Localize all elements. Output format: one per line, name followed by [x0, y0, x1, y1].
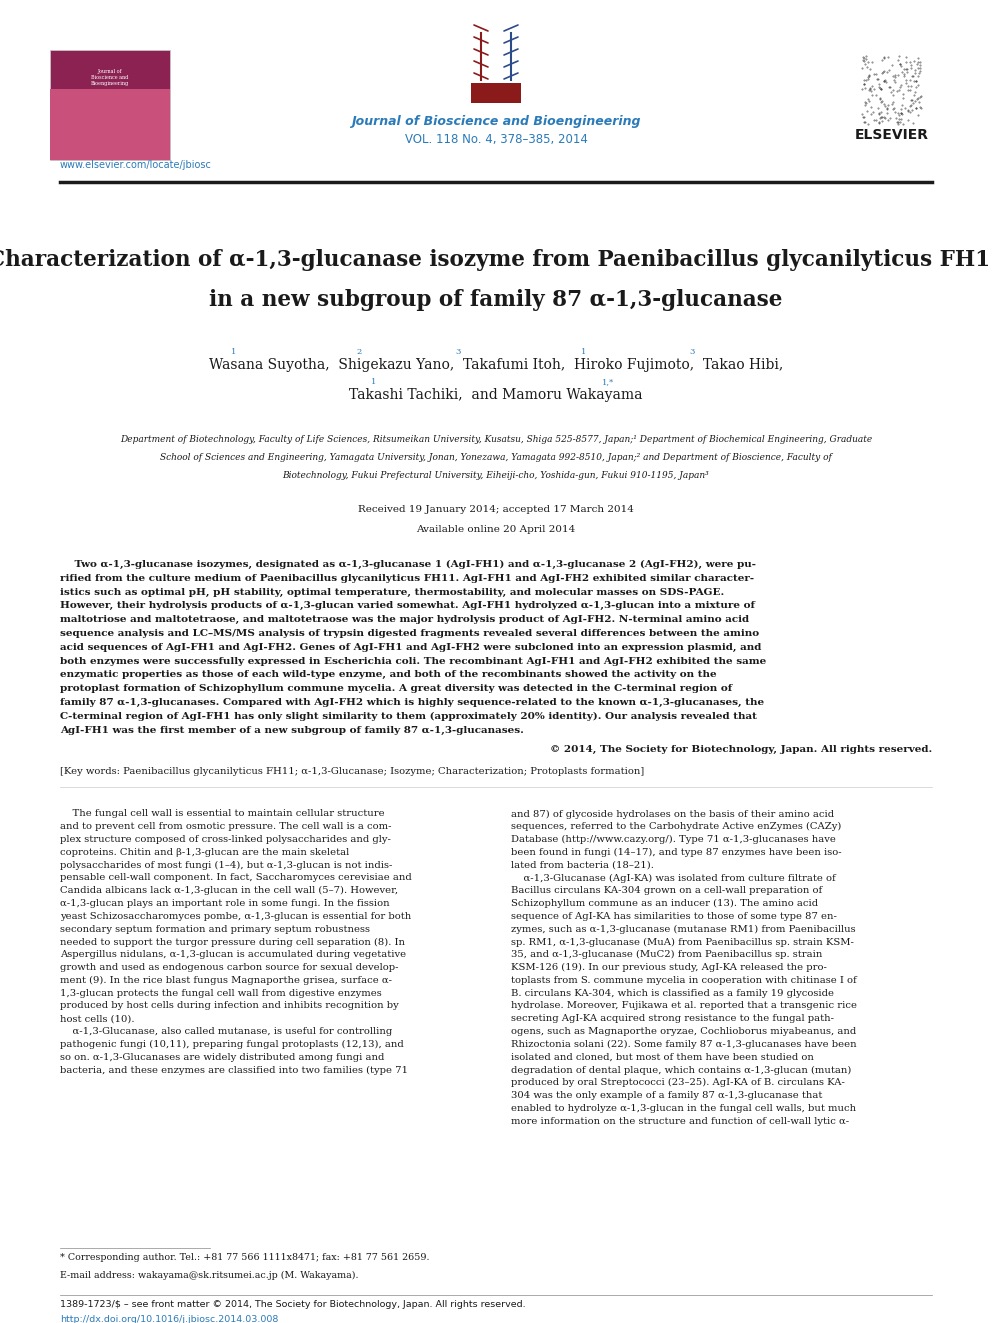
Text: B. circulans KA-304, which is classified as a family 19 glycoside: B. circulans KA-304, which is classified…: [511, 988, 834, 998]
Text: acid sequences of AgI-FH1 and AgI-FH2. Genes of AgI-FH1 and AgI-FH2 were subclon: acid sequences of AgI-FH1 and AgI-FH2. G…: [60, 643, 762, 652]
Text: © 2014, The Society for Biotechnology, Japan. All rights reserved.: © 2014, The Society for Biotechnology, J…: [550, 745, 932, 754]
Text: Journal of Bioscience and Bioengineering: Journal of Bioscience and Bioengineering: [351, 115, 641, 128]
Text: produced by host cells during infection and inhibits recognition by: produced by host cells during infection …: [60, 1002, 399, 1011]
Text: 1: 1: [581, 348, 586, 356]
Text: rified from the culture medium of Paenibacillus glycanilyticus FH11. AgI-FH1 and: rified from the culture medium of Paenib…: [60, 574, 754, 583]
Text: ELSEVIER: ELSEVIER: [855, 128, 929, 142]
Text: secreting AgI-KA acquired strong resistance to the fungal path-: secreting AgI-KA acquired strong resista…: [511, 1015, 834, 1023]
Text: 3: 3: [455, 348, 460, 356]
Text: host cells (10).: host cells (10).: [60, 1015, 135, 1023]
Text: AgI-FH1 was the first member of a new subgroup of family 87 α-1,3-glucanases.: AgI-FH1 was the first member of a new su…: [60, 725, 524, 734]
Text: * Corresponding author. Tel.: +81 77 566 1111x8471; fax: +81 77 561 2659.: * Corresponding author. Tel.: +81 77 566…: [60, 1253, 430, 1262]
Text: more information on the structure and function of cell-wall lytic α-: more information on the structure and fu…: [511, 1117, 849, 1126]
Text: [Key words: Paenibacillus glycanilyticus FH11; α-1,3-Glucanase; Isozyme; Charact: [Key words: Paenibacillus glycanilyticus…: [60, 767, 644, 777]
Text: ment (9). In the rice blast fungus Magnaporthe grisea, surface α-: ment (9). In the rice blast fungus Magna…: [60, 976, 392, 984]
Text: http://dx.doi.org/10.1016/j.jbiosc.2014.03.008: http://dx.doi.org/10.1016/j.jbiosc.2014.…: [60, 1315, 279, 1323]
Text: Wasana Suyotha,  Shigekazu Yano,  Takafumi Itoh,  Hiroko Fujimoto,  Takao Hibi,: Wasana Suyotha, Shigekazu Yano, Takafumi…: [209, 359, 783, 372]
Text: 304 was the only example of a family 87 α-1,3-glucanase that: 304 was the only example of a family 87 …: [511, 1091, 822, 1099]
Text: 1: 1: [231, 348, 237, 356]
Text: yeast Schizosaccharomyces pombe, α-1,3-glucan is essential for both: yeast Schizosaccharomyces pombe, α-1,3-g…: [60, 912, 412, 921]
Text: lated from bacteria (18–21).: lated from bacteria (18–21).: [511, 860, 654, 869]
Text: Aspergillus nidulans, α-1,3-glucan is accumulated during vegetative: Aspergillus nidulans, α-1,3-glucan is ac…: [60, 950, 406, 959]
Text: produced by oral Streptococci (23–25). AgI-KA of B. circulans KA-: produced by oral Streptococci (23–25). A…: [511, 1078, 845, 1088]
Text: coproteins. Chitin and β-1,3-glucan are the main skeletal: coproteins. Chitin and β-1,3-glucan are …: [60, 848, 349, 857]
Text: plex structure composed of cross-linked polysaccharides and gly-: plex structure composed of cross-linked …: [60, 835, 391, 844]
Text: Available online 20 April 2014: Available online 20 April 2014: [417, 524, 575, 533]
Text: VOL. 118 No. 4, 378–385, 2014: VOL. 118 No. 4, 378–385, 2014: [405, 134, 587, 147]
Text: 1,3-glucan protects the fungal cell wall from digestive enzymes: 1,3-glucan protects the fungal cell wall…: [60, 988, 382, 998]
Text: Database (http://www.cazy.org/). Type 71 α-1,3-glucanases have: Database (http://www.cazy.org/). Type 71…: [511, 835, 836, 844]
Text: sequence analysis and LC–MS/MS analysis of trypsin digested fragments revealed s: sequence analysis and LC–MS/MS analysis …: [60, 628, 759, 638]
Text: E-mail address: wakayama@sk.ritsumei.ac.jp (M. Wakayama).: E-mail address: wakayama@sk.ritsumei.ac.…: [60, 1271, 358, 1281]
Text: sequences, referred to the Carbohydrate Active enZymes (CAZy): sequences, referred to the Carbohydrate …: [511, 822, 841, 831]
Text: sequence of AgI-KA has similarities to those of some type 87 en-: sequence of AgI-KA has similarities to t…: [511, 912, 837, 921]
Text: pathogenic fungi (10,11), preparing fungal protoplasts (12,13), and: pathogenic fungi (10,11), preparing fung…: [60, 1040, 404, 1049]
Text: both enzymes were successfully expressed in Escherichia coli. The recombinant Ag: both enzymes were successfully expressed…: [60, 656, 766, 665]
Text: isolated and cloned, but most of them have been studied on: isolated and cloned, but most of them ha…: [511, 1053, 813, 1061]
Text: α-1,3-Glucanase, also called mutanase, is useful for controlling: α-1,3-Glucanase, also called mutanase, i…: [60, 1027, 392, 1036]
Text: 1,*: 1,*: [602, 378, 614, 386]
Text: Biotechnology, Fukui Prefectural University, Eiheiji-cho, Yoshida-gun, Fukui 910: Biotechnology, Fukui Prefectural Univers…: [283, 471, 709, 479]
Text: Characterization of α-1,3-glucanase isozyme from Paenibacillus glycanilyticus FH: Characterization of α-1,3-glucanase isoz…: [0, 249, 992, 271]
Text: pensable cell-wall component. In fact, Saccharomyces cerevisiae and: pensable cell-wall component. In fact, S…: [60, 873, 412, 882]
Text: istics such as optimal pH, pH stability, optimal temperature, thermostability, a: istics such as optimal pH, pH stability,…: [60, 587, 724, 597]
Text: so on. α-1,3-Glucanases are widely distributed among fungi and: so on. α-1,3-Glucanases are widely distr…: [60, 1053, 384, 1061]
Text: Characterization of α-1,3-glucanase isozyme from Paenibacillus glycanilyticus FH: Characterization of α-1,3-glucanase isoz…: [0, 249, 992, 271]
Text: secondary septum formation and primary septum robustness: secondary septum formation and primary s…: [60, 925, 370, 934]
Text: Bacillus circulans KA-304 grown on a cell-wall preparation of: Bacillus circulans KA-304 grown on a cel…: [511, 886, 822, 896]
Text: in a new subgroup of family 87 α-1,3-glucanase: in a new subgroup of family 87 α-1,3-glu…: [209, 288, 783, 311]
Text: protoplast formation of Schizophyllum commune mycelia. A great diversity was det: protoplast formation of Schizophyllum co…: [60, 684, 732, 693]
Text: and to prevent cell from osmotic pressure. The cell wall is a com-: and to prevent cell from osmotic pressur…: [60, 822, 392, 831]
Text: polysaccharides of most fungi (1–4), but α-1,3-glucan is not indis-: polysaccharides of most fungi (1–4), but…: [60, 860, 393, 869]
Text: growth and used as endogenous carbon source for sexual develop-: growth and used as endogenous carbon sou…: [60, 963, 399, 972]
Text: Candida albicans lack α-1,3-glucan in the cell wall (5–7). However,: Candida albicans lack α-1,3-glucan in th…: [60, 886, 398, 896]
Text: Department of Biotechnology, Faculty of Life Sciences, Ritsumeikan University, K: Department of Biotechnology, Faculty of …: [120, 435, 872, 445]
Text: 1389-1723/$ – see front matter © 2014, The Society for Biotechnology, Japan. All: 1389-1723/$ – see front matter © 2014, T…: [60, 1301, 526, 1308]
Text: been found in fungi (14–17), and type 87 enzymes have been iso-: been found in fungi (14–17), and type 87…: [511, 848, 841, 857]
Text: bacteria, and these enzymes are classified into two families (type 71: bacteria, and these enzymes are classifi…: [60, 1065, 408, 1074]
Text: Takashi Tachiki,  and Mamoru Wakayama: Takashi Tachiki, and Mamoru Wakayama: [349, 388, 643, 402]
Text: C-terminal region of AgI-FH1 has only slight similarity to them (approximately 2: C-terminal region of AgI-FH1 has only sl…: [60, 712, 757, 721]
Text: KSM-126 (19). In our previous study, AgI-KA released the pro-: KSM-126 (19). In our previous study, AgI…: [511, 963, 827, 972]
Text: Journal of
Bioscience and
Bioengineering: Journal of Bioscience and Bioengineering: [91, 69, 129, 86]
Text: maltotriose and maltotetraose, and maltotetraose was the major hydrolysis produc: maltotriose and maltotetraose, and malto…: [60, 615, 749, 624]
Text: needed to support the turgor pressure during cell separation (8). In: needed to support the turgor pressure du…: [60, 938, 405, 946]
Text: enzymatic properties as those of each wild-type enzyme, and both of the recombin: enzymatic properties as those of each wi…: [60, 671, 716, 680]
Text: zymes, such as α-1,3-glucanase (mutanase RM1) from Paenibacillus: zymes, such as α-1,3-glucanase (mutanase…: [511, 925, 856, 934]
Text: toplasts from S. commune mycelia in cooperation with chitinase I of: toplasts from S. commune mycelia in coop…: [511, 976, 857, 984]
Text: www.elsevier.com/locate/jbiosc: www.elsevier.com/locate/jbiosc: [60, 160, 212, 169]
Text: Schizophyllum commune as an inducer (13). The amino acid: Schizophyllum commune as an inducer (13)…: [511, 900, 818, 908]
Text: ogens, such as Magnaporthe oryzae, Cochlioborus miyabeanus, and: ogens, such as Magnaporthe oryzae, Cochl…: [511, 1027, 856, 1036]
Text: Received 19 January 2014; accepted 17 March 2014: Received 19 January 2014; accepted 17 Ma…: [358, 505, 634, 515]
Text: enabled to hydrolyze α-1,3-glucan in the fungal cell walls, but much: enabled to hydrolyze α-1,3-glucan in the…: [511, 1103, 856, 1113]
Text: sp. RM1, α-1,3-glucanase (MuA) from Paenibacillus sp. strain KSM-: sp. RM1, α-1,3-glucanase (MuA) from Paen…: [511, 938, 854, 946]
Text: 1: 1: [371, 378, 377, 386]
Text: The fungal cell wall is essential to maintain cellular structure: The fungal cell wall is essential to mai…: [60, 810, 385, 819]
Bar: [471, 83, 521, 103]
Text: 35, and α-1,3-glucanase (MuC2) from Paenibacillus sp. strain: 35, and α-1,3-glucanase (MuC2) from Paen…: [511, 950, 822, 959]
Text: family 87 α-1,3-glucanases. Compared with AgI-FH2 which is highly sequence-relat: family 87 α-1,3-glucanases. Compared wit…: [60, 699, 764, 706]
Text: hydrolase. Moreover, Fujikawa et al. reported that a transgenic rice: hydrolase. Moreover, Fujikawa et al. rep…: [511, 1002, 857, 1011]
Text: α-1,3-Glucanase (AgI-KA) was isolated from culture filtrate of: α-1,3-Glucanase (AgI-KA) was isolated fr…: [511, 873, 835, 882]
Text: Rhizoctonia solani (22). Some family 87 α-1,3-glucanases have been: Rhizoctonia solani (22). Some family 87 …: [511, 1040, 857, 1049]
Text: 2: 2: [356, 348, 362, 356]
Bar: [50, 50, 170, 160]
Text: School of Sciences and Engineering, Yamagata University, Jonan, Yonezawa, Yamaga: School of Sciences and Engineering, Yama…: [160, 452, 832, 462]
Bar: [50, 89, 170, 160]
Text: degradation of dental plaque, which contains α-1,3-glucan (mutan): degradation of dental plaque, which cont…: [511, 1065, 851, 1074]
Text: Two α-1,3-glucanase isozymes, designated as α-1,3-glucanase 1 (AgI-FH1) and α-1,: Two α-1,3-glucanase isozymes, designated…: [60, 560, 756, 569]
Text: 3: 3: [689, 348, 694, 356]
Text: and 87) of glycoside hydrolases on the basis of their amino acid: and 87) of glycoside hydrolases on the b…: [511, 810, 834, 819]
Text: However, their hydrolysis products of α-1,3-glucan varied somewhat. AgI-FH1 hydr: However, their hydrolysis products of α-…: [60, 602, 755, 610]
Text: α-1,3-glucan plays an important role in some fungi. In the fission: α-1,3-glucan plays an important role in …: [60, 900, 390, 908]
